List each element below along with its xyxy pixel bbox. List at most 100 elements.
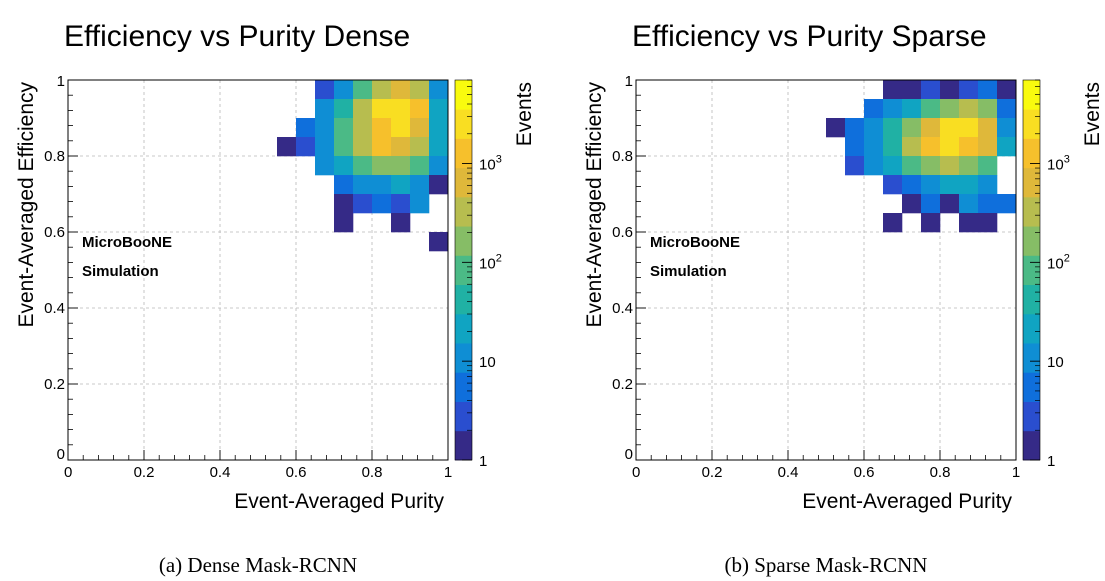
heatmap-bin bbox=[353, 118, 373, 138]
heatmap-bin bbox=[391, 99, 411, 119]
heatmap-bin bbox=[902, 175, 922, 195]
heatmap-bin bbox=[978, 137, 998, 157]
heatmap-bin bbox=[978, 80, 998, 100]
sparse-panel: Efficiency vs Purity Sparse 0 0.2 0.4 0.6 0.8… bbox=[568, 0, 1105, 581]
colorbar-segment bbox=[455, 138, 472, 169]
heatmap-bin bbox=[410, 175, 430, 195]
heatmap-bin bbox=[391, 137, 411, 157]
heatmap-bin bbox=[334, 99, 354, 119]
heatmap-bin bbox=[940, 99, 960, 119]
chart-title: Efficiency vs Purity Sparse bbox=[632, 20, 987, 53]
x-axis-label: Event-Averaged Purity bbox=[234, 490, 444, 513]
x-axis-label: Event-Averaged Purity bbox=[802, 490, 1012, 513]
colorbar-segment bbox=[1023, 138, 1040, 169]
heatmap-bin bbox=[921, 137, 941, 157]
heatmap-bin bbox=[883, 137, 903, 157]
colorbar-segment bbox=[1023, 313, 1040, 344]
heatmap-bin bbox=[372, 156, 392, 176]
heatmap-bin bbox=[978, 213, 998, 233]
heatmap-bin bbox=[883, 175, 903, 195]
heatmap-bin bbox=[410, 194, 430, 214]
x-tick-label: 0.6 bbox=[286, 464, 307, 481]
heatmap-bin bbox=[410, 156, 430, 176]
heatmap-bin bbox=[353, 80, 373, 100]
colorbar-label: Events bbox=[1081, 82, 1104, 146]
annotation-line1: MicroBooNE bbox=[650, 234, 740, 251]
colorbar-tick-exponent: 2 bbox=[496, 252, 502, 264]
heatmap-bin bbox=[315, 80, 335, 100]
heatmap-bin bbox=[902, 80, 922, 100]
heatmap-bin bbox=[429, 175, 449, 195]
heatmap-bin bbox=[372, 99, 392, 119]
heatmap-bin bbox=[391, 156, 411, 176]
colorbar-segment bbox=[455, 255, 472, 286]
colorbar-tick-exponent: 3 bbox=[496, 154, 502, 166]
annotation-line1: MicroBooNE bbox=[82, 234, 172, 251]
colorbar-tick-label: 1 bbox=[479, 453, 487, 470]
heatmap-bin bbox=[372, 80, 392, 100]
heatmap-bin bbox=[921, 156, 941, 176]
y-tick-label: 0.2 bbox=[44, 376, 65, 393]
heatmap-bin bbox=[864, 137, 884, 157]
heatmap-bin bbox=[940, 175, 960, 195]
heatmap-bin bbox=[997, 80, 1017, 100]
heatmap-bin bbox=[959, 175, 979, 195]
heatmap-bin bbox=[959, 213, 979, 233]
colorbar-segment bbox=[455, 196, 472, 227]
heatmap-bin bbox=[826, 118, 846, 138]
heatmap-bin bbox=[315, 118, 335, 138]
heatmap-bin bbox=[391, 118, 411, 138]
heatmap-bin bbox=[391, 213, 411, 233]
colorbar-tick-base: 1 bbox=[479, 453, 487, 470]
heatmap-bin bbox=[997, 118, 1017, 138]
colorbar-segment bbox=[1023, 372, 1040, 402]
x-tick-label: 0.6 bbox=[854, 464, 875, 481]
heatmap-bin bbox=[391, 194, 411, 214]
heatmap-bin bbox=[372, 118, 392, 138]
heatmap-bin bbox=[902, 156, 922, 176]
heatmap-bin bbox=[883, 213, 903, 233]
heatmap-bin bbox=[410, 99, 430, 119]
heatmap-bin bbox=[959, 99, 979, 119]
heatmap-bin bbox=[391, 175, 411, 195]
heatmap-bin bbox=[997, 194, 1017, 214]
heatmap-bin bbox=[978, 118, 998, 138]
x-tick-label: 0.8 bbox=[362, 464, 383, 481]
colorbar-segment bbox=[455, 167, 472, 198]
colorbar-tick-base: 10 bbox=[1047, 354, 1064, 371]
heatmap-bin bbox=[978, 194, 998, 214]
x-tick-label: 0.2 bbox=[134, 464, 155, 481]
heatmap-bin bbox=[334, 118, 354, 138]
heatmap-bin bbox=[864, 118, 884, 138]
heatmap-bin bbox=[429, 80, 449, 100]
heatmap-bin bbox=[902, 118, 922, 138]
x-tick-label: 0.4 bbox=[210, 464, 231, 481]
colorbar-tick-base: 10 bbox=[479, 354, 496, 371]
colorbar-label: Events bbox=[513, 82, 536, 146]
heatmap-bin bbox=[334, 175, 354, 195]
colorbar-tick-base: 10 bbox=[1047, 157, 1064, 174]
heatmap-bin bbox=[921, 99, 941, 119]
heatmap-bin bbox=[959, 194, 979, 214]
heatmap-bin bbox=[353, 194, 373, 214]
x-tick-label: 0.2 bbox=[702, 464, 723, 481]
heatmap-bin bbox=[921, 175, 941, 195]
heatmap-bin bbox=[334, 194, 354, 214]
dense-heatmap-chart: Efficiency vs Purity Dense 0 0.2 0.4 0.6 0.8 1… bbox=[15, 20, 536, 577]
heatmap-bin bbox=[391, 80, 411, 100]
heatmap-bin bbox=[429, 137, 449, 157]
heatmap-bin bbox=[997, 137, 1017, 157]
heatmap-bin bbox=[353, 156, 373, 176]
heatmap-bin bbox=[353, 137, 373, 157]
colorbar-tick-label: 10 bbox=[479, 354, 496, 371]
heatmap-bin bbox=[902, 194, 922, 214]
y-tick-label: 0.8 bbox=[44, 148, 65, 165]
x-tick-label: 0.4 bbox=[778, 464, 799, 481]
heatmap-bin bbox=[315, 99, 335, 119]
heatmap-bin bbox=[883, 99, 903, 119]
heatmap-bin bbox=[883, 118, 903, 138]
heatmap-bin bbox=[296, 137, 316, 157]
heatmap-bin bbox=[372, 194, 392, 214]
colorbar-tick-exponent: 3 bbox=[1064, 154, 1070, 166]
x-tick-label: 0.8 bbox=[930, 464, 951, 481]
